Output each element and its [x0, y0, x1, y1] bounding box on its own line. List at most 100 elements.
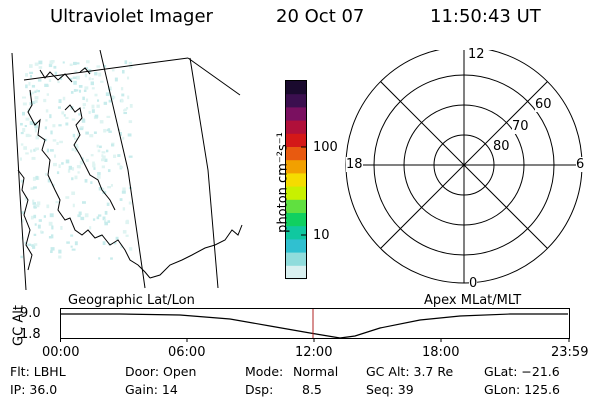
uv-speckle	[65, 196, 70, 199]
uv-speckle	[106, 202, 110, 206]
uv-speckle	[89, 226, 92, 230]
uv-speckle	[38, 219, 42, 222]
uv-speckle	[20, 157, 23, 161]
uv-speckle	[126, 76, 130, 80]
uv-speckle	[34, 223, 37, 226]
uv-speckle	[71, 118, 76, 121]
uv-speckle	[93, 131, 97, 134]
uv-speckle	[25, 73, 29, 77]
observation-time: 11:50:43 UT	[430, 6, 541, 27]
uv-speckle	[65, 122, 69, 126]
uv-speckle	[76, 75, 80, 80]
info-seq: Seq: 39	[366, 382, 414, 397]
uv-speckle	[94, 114, 99, 118]
uv-speckle	[101, 151, 106, 154]
uv-speckle	[101, 165, 105, 169]
uv-speckle	[72, 133, 76, 138]
uv-speckle	[30, 149, 33, 153]
uv-speckle	[80, 216, 85, 221]
uv-speckle	[125, 107, 129, 110]
map-grid-line	[187, 57, 241, 96]
uv-speckle	[128, 120, 133, 124]
uv-speckle	[97, 214, 102, 217]
uv-speckle	[104, 158, 108, 162]
uv-speckle	[76, 62, 80, 65]
uv-speckle	[76, 133, 80, 137]
uv-speckle	[96, 144, 99, 148]
uv-speckle	[114, 241, 117, 245]
uv-speckle	[94, 93, 98, 97]
uv-speckle	[74, 148, 77, 153]
timeline-x-tick-1800: 18:00	[422, 345, 460, 360]
uv-speckle	[52, 162, 57, 167]
uv-speckle	[98, 257, 101, 260]
uv-speckle	[82, 118, 85, 121]
altitude-timeline	[60, 308, 570, 342]
uv-speckle	[120, 244, 123, 249]
uv-speckle	[58, 124, 62, 127]
uv-speckle	[128, 61, 133, 65]
info-dsp-label: Dsp:	[245, 382, 274, 397]
uv-speckle	[74, 70, 78, 73]
uv-speckle	[38, 60, 43, 65]
uv-speckle	[62, 61, 65, 64]
uv-speckle	[20, 255, 23, 259]
uv-speckle	[34, 125, 38, 129]
uv-speckle	[30, 215, 34, 220]
uv-speckle	[84, 179, 88, 183]
uv-speckle	[34, 96, 39, 100]
uv-speckle	[110, 257, 113, 260]
uv-speckle	[63, 114, 66, 117]
uv-speckle	[34, 100, 38, 103]
uv-speckle	[32, 199, 35, 203]
uv-speckle	[35, 147, 39, 151]
uv-speckle	[44, 126, 47, 130]
uv-speckle	[24, 125, 27, 128]
uv-speckle	[34, 62, 39, 66]
uv-speckle	[97, 171, 101, 175]
uv-speckle	[84, 213, 89, 218]
uv-speckle	[46, 148, 49, 153]
uv-speckle	[76, 146, 79, 149]
uv-speckle	[123, 111, 128, 115]
uv-speckle	[100, 80, 104, 83]
uv-speckle	[77, 171, 80, 174]
uv-speckle	[91, 109, 95, 113]
uv-speckle	[107, 220, 111, 223]
uv-speckle	[29, 102, 33, 106]
uv-speckle	[49, 114, 52, 119]
uv-speckle	[49, 61, 54, 65]
colorbar-stripe	[286, 252, 306, 267]
uv-speckle	[35, 204, 40, 208]
uv-speckle	[92, 161, 95, 164]
colorbar-stripe	[286, 265, 306, 280]
uv-speckle	[83, 89, 87, 93]
uv-speckle	[33, 205, 38, 209]
uv-speckle	[101, 158, 105, 162]
uv-speckle	[84, 73, 88, 78]
uv-speckle	[32, 202, 37, 205]
colorbar-stripe	[286, 186, 306, 201]
timeline-y-tick-9: 9.0	[20, 306, 41, 321]
uv-speckle	[58, 164, 61, 169]
uv-speckle	[70, 234, 74, 237]
mlat-label-60: 60	[535, 97, 552, 112]
uv-speckle	[45, 109, 49, 113]
uv-speckle	[56, 171, 60, 175]
uv-speckle	[50, 247, 55, 251]
uv-speckle	[102, 216, 106, 221]
uv-speckle	[122, 136, 125, 140]
uv-speckle	[127, 95, 130, 100]
coastline	[17, 169, 33, 271]
uv-speckle	[103, 128, 106, 133]
mlt-label-18: 18	[346, 157, 363, 172]
uv-speckle	[108, 99, 112, 103]
uv-speckle	[102, 241, 106, 246]
uv-speckle	[96, 216, 100, 220]
polar-spoke	[380, 81, 548, 249]
uv-speckle	[106, 115, 111, 119]
info-gain: Gain: 14	[125, 382, 178, 397]
uv-speckle	[76, 165, 81, 169]
uv-speckle	[25, 152, 29, 155]
uv-speckle	[77, 214, 81, 218]
